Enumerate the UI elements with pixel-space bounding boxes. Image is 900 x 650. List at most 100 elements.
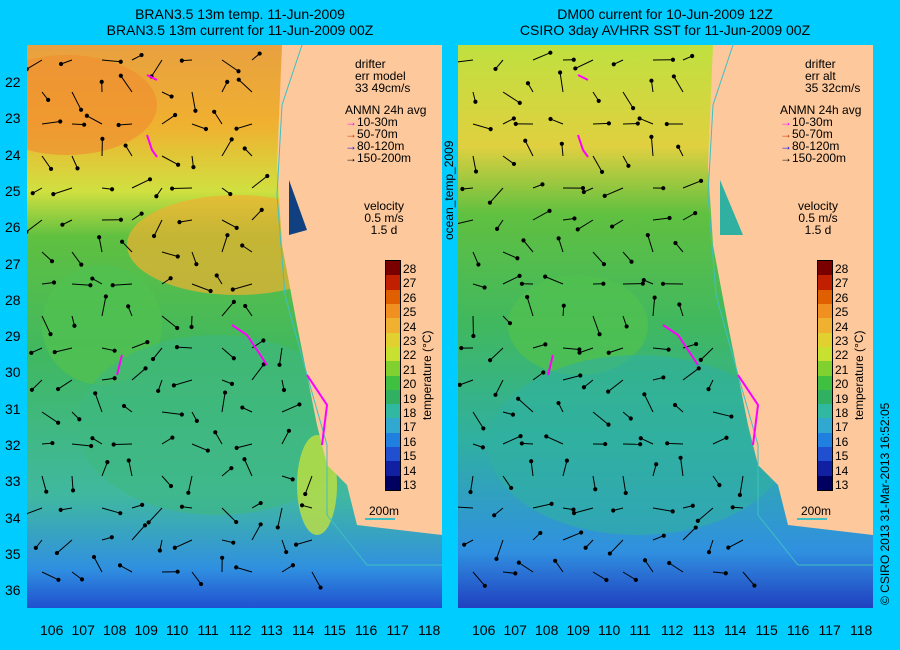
- right-drifter-tracks: [547, 74, 760, 446]
- current-arrow: [191, 91, 196, 111]
- current-arrow-head: [143, 366, 148, 371]
- current-arrow: [191, 571, 202, 585]
- lat-tick-label: 34: [5, 509, 21, 526]
- current-arrow-head: [611, 508, 616, 513]
- current-arrow-head: [633, 577, 638, 582]
- current-arrow: [472, 411, 484, 429]
- lon-tick-label: 111: [197, 622, 219, 638]
- current-arrow-head: [606, 422, 611, 427]
- colorbar-tick-label: 25: [835, 305, 849, 320]
- current-arrow-head: [513, 571, 518, 576]
- current-arrow-head: [606, 389, 611, 394]
- current-arrow-head: [476, 262, 481, 267]
- current-arrow-head: [110, 283, 115, 288]
- current-arrow-head: [752, 583, 757, 588]
- current-arrow: [27, 507, 43, 515]
- current-arrow: [41, 411, 59, 424]
- current-arrow-head: [79, 577, 85, 582]
- colorbar-segment: [386, 461, 400, 476]
- lon-tick-label: 113: [692, 622, 715, 638]
- current-arrow-head: [99, 79, 104, 84]
- current-arrow: [608, 347, 624, 354]
- current-arrow: [173, 379, 193, 386]
- current-arrow-head: [286, 428, 292, 433]
- current-arrow: [213, 111, 223, 125]
- left-drifter-tracks: [116, 74, 329, 446]
- current-arrow-head: [242, 146, 247, 151]
- current-arrow: [221, 219, 237, 229]
- colorbar-segment: [818, 404, 832, 419]
- current-arrow-head: [116, 122, 121, 128]
- lon-tick-label: 116: [355, 622, 378, 638]
- colorbar-segment: [386, 361, 400, 376]
- current-arrow-head: [664, 121, 669, 127]
- lat-tick-label: 27: [5, 255, 21, 272]
- current-arrow: [161, 251, 178, 258]
- current-arrow: [174, 539, 193, 549]
- anmn-legend-label: 50-70m: [792, 127, 833, 141]
- current-arrow-head: [509, 485, 514, 491]
- lat-tick-label: 29: [5, 328, 21, 345]
- current-arrow: [558, 238, 564, 253]
- colorbar-segment: [818, 389, 832, 405]
- current-arrow: [119, 564, 133, 573]
- current-arrow: [562, 532, 582, 541]
- lat-tick-label: 30: [5, 364, 21, 381]
- current-arrow: [554, 560, 564, 573]
- left-current-arrows: [27, 51, 323, 590]
- colorbar-segment: [386, 346, 400, 362]
- current-arrow: [652, 347, 669, 351]
- current-arrow-head: [698, 178, 704, 183]
- right-velocity-value: 0.5 m/s: [798, 211, 838, 225]
- current-arrow-head: [541, 370, 546, 375]
- anmn-arrow-icon: →: [345, 115, 357, 129]
- current-arrow: [281, 539, 287, 553]
- current-arrow-head: [460, 186, 465, 192]
- left-err-label: err model: [355, 69, 406, 83]
- left-anmn-items: →10-30m →50-70m →80-120m →150-200m: [345, 116, 426, 164]
- lon-tick-label: 108: [103, 622, 127, 638]
- current-arrow-head: [693, 210, 698, 216]
- current-arrow: [94, 393, 103, 413]
- current-arrow: [221, 301, 235, 317]
- current-arrow-head: [543, 274, 548, 279]
- lon-tick-label: 106: [40, 622, 64, 638]
- current-arrow-head: [259, 207, 264, 212]
- current-arrow: [41, 315, 51, 335]
- anmn-arrow-icon: →: [780, 115, 792, 129]
- current-arrow-head: [56, 420, 61, 425]
- current-arrow-head: [579, 530, 584, 535]
- current-arrow: [27, 219, 43, 232]
- current-arrow-head: [52, 349, 57, 355]
- right-velocity-label: velocity: [798, 199, 839, 213]
- current-arrow-head: [265, 173, 270, 179]
- colorbar-tick-label: 15: [835, 449, 849, 464]
- current-arrow: [573, 507, 594, 514]
- current-arrow-head: [77, 417, 82, 422]
- colorbar-segment: [386, 447, 400, 462]
- lat-tick-label: 25: [5, 182, 21, 199]
- current-arrow-head: [225, 79, 230, 84]
- current-arrow: [191, 123, 207, 130]
- right-map[interactable]: [458, 45, 873, 608]
- current-arrow: [622, 571, 637, 581]
- current-arrow-head: [51, 192, 56, 197]
- current-arrow: [682, 212, 696, 221]
- anmn-arrow-icon: →: [345, 139, 357, 153]
- current-arrow-head: [58, 61, 64, 67]
- current-arrow: [191, 283, 211, 292]
- current-arrow-head: [147, 177, 153, 182]
- current-arrow: [712, 571, 726, 574]
- colorbar-segment: [386, 275, 400, 290]
- current-arrow: [728, 539, 744, 549]
- current-arrow: [697, 507, 714, 522]
- current-arrow: [458, 219, 474, 224]
- current-arrow: [304, 475, 313, 495]
- current-arrow: [652, 297, 656, 317]
- current-arrow-head: [118, 73, 123, 78]
- current-arrow-head: [678, 455, 683, 460]
- left-title-line2: BRAN3.5 13m current for 11-Jun-2009 00Z: [106, 22, 374, 38]
- current-arrow-head: [525, 294, 530, 300]
- current-arrow-head: [56, 577, 61, 582]
- current-arrow: [251, 209, 263, 221]
